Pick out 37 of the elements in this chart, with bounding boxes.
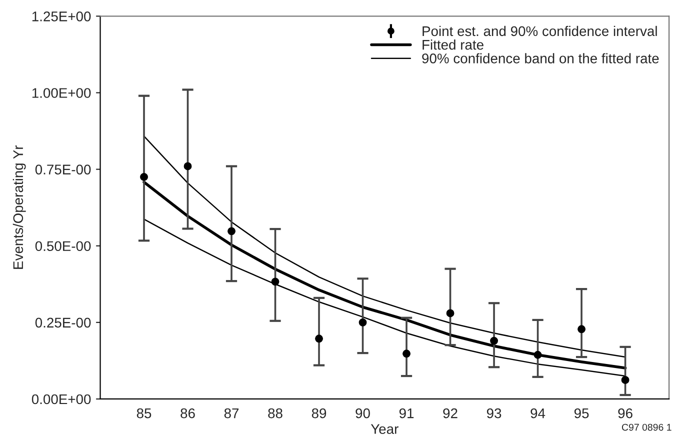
x-tick-label: 91 [399, 408, 414, 418]
legend-label: 90% confidence band on the fitted rate [422, 53, 659, 64]
point [140, 172, 148, 181]
y-tick-label: 0.00E+00 [32, 394, 91, 404]
point [358, 318, 367, 326]
y-tick-label: 1.00E+00 [32, 88, 91, 98]
point [446, 309, 454, 318]
y-tick-label: 1.25E+00 [32, 12, 91, 22]
point [315, 334, 323, 343]
x-tick-label: 88 [268, 408, 282, 418]
x-tick-label: 89 [312, 408, 326, 418]
x-tick-label: 95 [574, 408, 589, 418]
point [621, 376, 630, 384]
point [578, 325, 586, 334]
y-tick-label: 0.75E-00 [35, 164, 91, 174]
text: C97 0896 1 [622, 424, 672, 431]
x-tick-label: 92 [443, 408, 458, 418]
y-axis-title: Events/Operating Yr [12, 145, 26, 269]
point [184, 162, 192, 170]
y-tick-label: 0.50E-00 [35, 241, 91, 252]
legend-label: Fitted rate [422, 40, 484, 50]
x-tick-label: 90 [356, 408, 370, 418]
point [271, 278, 280, 286]
x-tick-label: 93 [486, 408, 502, 418]
point [402, 350, 410, 358]
point [228, 227, 236, 236]
x-tick-label: 94 [530, 408, 546, 418]
x-tick-label: 85 [136, 408, 152, 418]
point [534, 350, 542, 359]
point [490, 336, 498, 345]
x-tick-label: 96 [618, 408, 632, 418]
x-axis-title: Year [370, 424, 398, 434]
legend-label: Point est. and 90% confidence interval [422, 26, 657, 36]
x-tick-label: 86 [180, 408, 195, 418]
line-series [143, 136, 626, 358]
y-tick-label: 0.25E-00 [35, 318, 91, 328]
x-tick-label: 87 [224, 408, 239, 418]
